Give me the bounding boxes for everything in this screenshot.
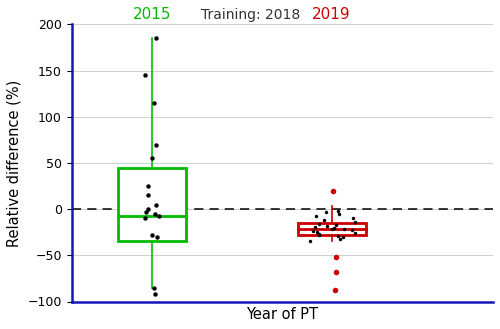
Bar: [118, 167, 186, 241]
X-axis label: Year of PT: Year of PT: [246, 307, 318, 322]
Y-axis label: Relative difference (%): Relative difference (%): [7, 79, 22, 247]
Text: Training: 2018: Training: 2018: [202, 8, 300, 22]
Text: 2015: 2015: [133, 7, 172, 22]
Bar: [298, 223, 366, 235]
Text: 2019: 2019: [312, 7, 351, 22]
